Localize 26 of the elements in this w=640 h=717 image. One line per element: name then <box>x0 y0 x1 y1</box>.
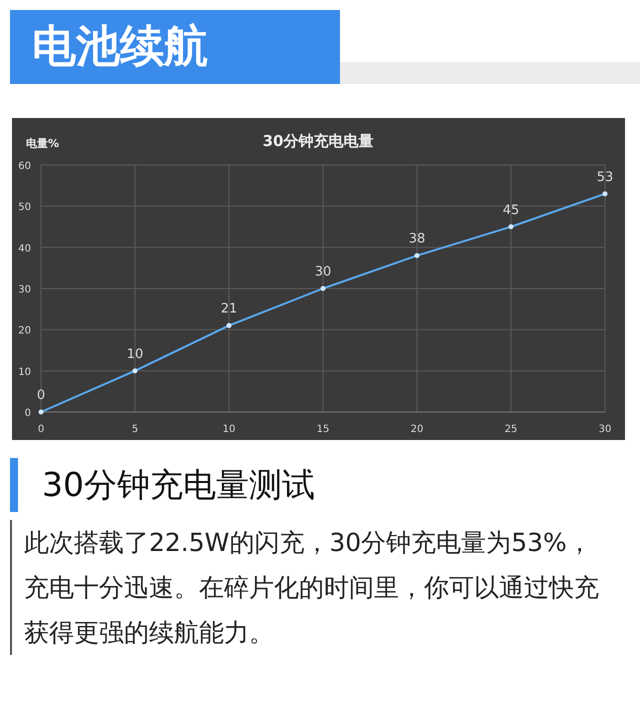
text: 30分钟充电量测试 <box>10 458 315 512</box>
y-tick-label: 20 <box>18 326 31 337</box>
x-tick-label: 25 <box>504 424 518 435</box>
y-tick-label: 60 <box>18 161 31 172</box>
x-tick-label: 30 <box>598 424 612 435</box>
data-label: 30 <box>314 264 332 280</box>
data-label: 10 <box>126 346 144 362</box>
data-label: 38 <box>408 232 426 247</box>
y-axis-title: 电量% <box>26 137 60 150</box>
y-tick-label: 40 <box>18 243 31 254</box>
x-tick-label: 20 <box>410 424 424 435</box>
x-tick-label: 15 <box>316 424 330 435</box>
text: 此次搭载了22.5W的闪充，30分钟充电量为53%，充电十分迅速。在碎片化的时间里，你可以通过快充获得更强的续航能力。 <box>10 520 614 655</box>
data-label: 45 <box>502 202 520 218</box>
x-tick-label: 0 <box>38 424 44 435</box>
y-tick-label: 50 <box>18 202 31 214</box>
data-label: 53 <box>596 170 614 185</box>
x-tick-label: 5 <box>132 424 138 435</box>
data-label: 21 <box>220 302 238 317</box>
data-label: 0 <box>36 388 46 403</box>
x-tick-label: 10 <box>222 424 236 435</box>
y-tick-label: 0 <box>24 408 31 419</box>
y-tick-label: 10 <box>18 366 31 378</box>
text: 电池续航 <box>10 10 340 84</box>
chart-title: 30分钟充电电量 <box>262 132 374 150</box>
y-tick-label: 30 <box>18 284 31 296</box>
